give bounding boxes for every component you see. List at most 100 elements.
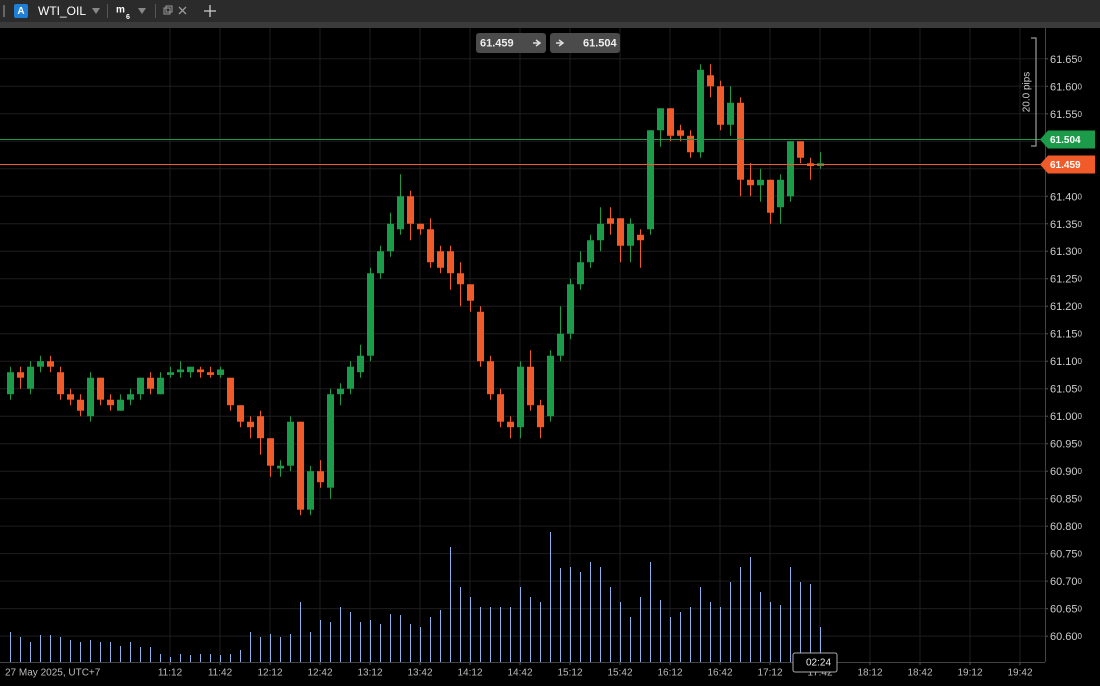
candle-body	[567, 284, 574, 334]
candle-body	[457, 273, 464, 285]
spread-bracket	[1031, 37, 1037, 147]
timeframe[interactable]: m	[116, 5, 125, 16]
candle-body	[257, 416, 264, 439]
candle-body	[77, 399, 84, 411]
add-tab[interactable]	[204, 5, 216, 17]
candle-body	[57, 372, 64, 395]
timeframe-sub: 6	[126, 14, 130, 21]
candle-body	[707, 75, 714, 87]
y-tick-label: 61.300	[1050, 246, 1083, 258]
candle-body	[307, 471, 314, 510]
candle-body	[767, 179, 774, 213]
candle-body	[347, 366, 354, 389]
plot-area: 60.600 60.650 60.700 60.750 60.800 60.850 60.9…	[0, 28, 1095, 679]
candle-body	[317, 471, 324, 483]
candle-body	[47, 361, 54, 367]
x-tick-label: 16:12	[657, 668, 682, 679]
timeframe-dropdown[interactable]	[138, 8, 146, 14]
x-tick-label: 16:42	[707, 668, 732, 679]
x-tick-label: 15:12	[557, 668, 582, 679]
candle-body	[587, 240, 594, 263]
candle-body	[297, 421, 304, 510]
candle-body	[527, 366, 534, 406]
y-tick-label: 61.100	[1050, 356, 1083, 368]
x-axis-date: 27 May 2025, UTC+7	[5, 668, 101, 679]
x-tick-label: 12:42	[307, 668, 332, 679]
candle-body	[507, 421, 514, 428]
candle-body	[427, 229, 434, 263]
y-tick-label: 60.700	[1050, 576, 1083, 588]
candle-body	[37, 361, 44, 367]
grip	[3, 5, 5, 17]
x-tick-label: 17:42	[807, 668, 832, 679]
symbol-dropdown[interactable]	[92, 8, 100, 14]
x-tick-label: 15:42	[607, 668, 632, 679]
candle-body	[557, 333, 564, 356]
x-tick-label: 11:12	[158, 668, 183, 679]
x-tick-label: 13:12	[357, 668, 382, 679]
countdown-box	[792, 652, 838, 673]
close-icon[interactable]	[178, 6, 187, 15]
buy-button[interactable]	[550, 33, 620, 53]
x-tick-label: 11:42	[208, 668, 233, 679]
symbol-badge[interactable]	[14, 4, 28, 18]
y-tick-label: 60.650	[1050, 604, 1083, 616]
candle-body	[447, 251, 454, 274]
candle-body	[477, 311, 484, 362]
y-tick-label: 60.900	[1050, 466, 1083, 478]
y-tick-label: 61.150	[1050, 329, 1083, 341]
y-tick-label: 61.250	[1050, 274, 1083, 286]
x-tick-label: 14:42	[507, 668, 532, 679]
candle-body	[647, 130, 654, 230]
candle-body	[217, 369, 224, 375]
candle-body	[387, 223, 394, 252]
candle-body	[167, 372, 174, 375]
candle-body	[157, 377, 164, 395]
candle-body	[497, 394, 504, 422]
candle-body	[367, 273, 374, 356]
symbol-name[interactable]: WTI_OIL	[38, 4, 86, 18]
candle-body	[197, 369, 204, 373]
candle-body	[717, 86, 724, 125]
ask-tag	[1040, 130, 1095, 149]
candle-body	[487, 361, 494, 395]
candle-body	[777, 179, 784, 208]
detach-icon[interactable]	[163, 5, 173, 15]
candle-body	[147, 377, 154, 389]
candle-body	[27, 366, 34, 389]
buy-arrow	[556, 39, 565, 47]
candle-body	[207, 372, 214, 375]
candle-body	[617, 218, 624, 246]
candle-body	[607, 218, 614, 224]
sell-button[interactable]	[476, 33, 546, 53]
candle-body	[467, 284, 474, 301]
y-tick-label: 60.800	[1050, 521, 1083, 533]
candle-body	[787, 141, 794, 197]
y-tick-label: 60.950	[1050, 439, 1083, 451]
plot-background	[0, 28, 1045, 662]
candle-body	[597, 223, 604, 241]
x-tick-label: 18:42	[907, 668, 932, 679]
candle-body	[747, 179, 754, 186]
candle-body	[397, 196, 404, 230]
x-tick-label: 19:42	[1007, 668, 1032, 679]
candle-body	[107, 399, 114, 406]
bid-tag-label: 61.459	[1050, 160, 1081, 171]
buy-price: 61.504	[583, 37, 618, 49]
x-tick-label: 13:42	[407, 668, 432, 679]
x-tick-label: 17:12	[757, 668, 782, 679]
sell-price: 61.459	[480, 37, 514, 49]
y-tick-label: 61.400	[1050, 191, 1083, 203]
sell-arrow	[533, 39, 542, 47]
candle-body	[697, 69, 704, 153]
candle-body	[737, 102, 744, 180]
candle-body	[337, 388, 344, 395]
symbol-badge-text: A	[17, 6, 24, 17]
toolbar-divider	[0, 22, 1100, 28]
ask-tag-label: 61.504	[1050, 135, 1081, 146]
candle-body	[537, 405, 544, 428]
candle-body	[97, 377, 104, 400]
toolbar	[0, 0, 1100, 22]
candle-body	[17, 372, 24, 378]
